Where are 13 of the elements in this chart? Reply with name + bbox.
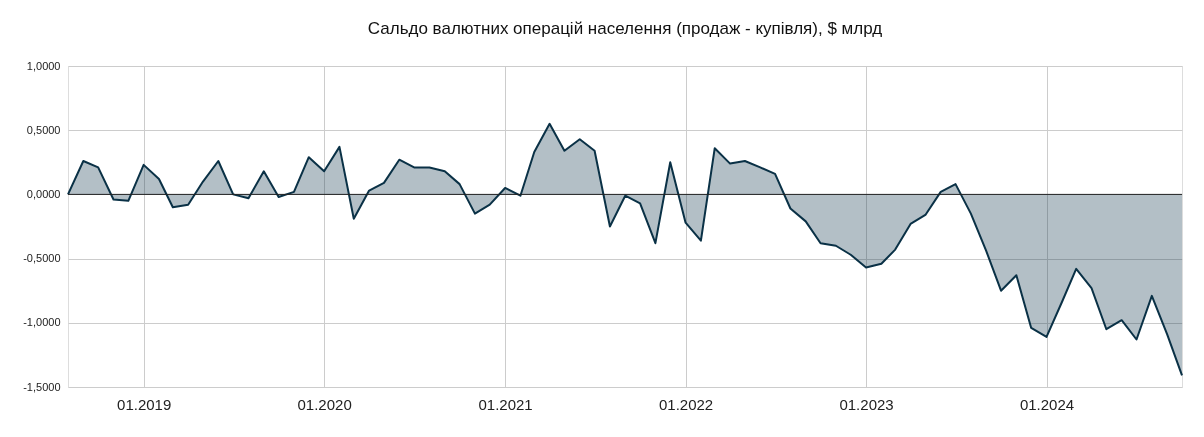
x-tick-label: 01.2024 [1019, 395, 1075, 413]
x-tick-label: 01.2022 [658, 395, 714, 413]
y-tick-label: 0,0000 [26, 187, 61, 200]
chart-title: Сальдо валютних операцій населення (продаж - купівля), $ млрд [367, 19, 883, 38]
y-tick-label: -1,5000 [23, 380, 61, 393]
y-tick-label: -1,0000 [23, 316, 61, 329]
x-tick-label: 01.2020 [297, 395, 352, 413]
x-tick-label: 01.2019 [117, 395, 172, 413]
y-tick-label: 0,5000 [26, 123, 61, 136]
y-tick-label: 1,0000 [26, 59, 61, 72]
x-tick-label: 01.2023 [839, 395, 894, 413]
x-tick-label: 01.2021 [478, 395, 533, 413]
y-tick-label: -0,5000 [23, 252, 61, 265]
